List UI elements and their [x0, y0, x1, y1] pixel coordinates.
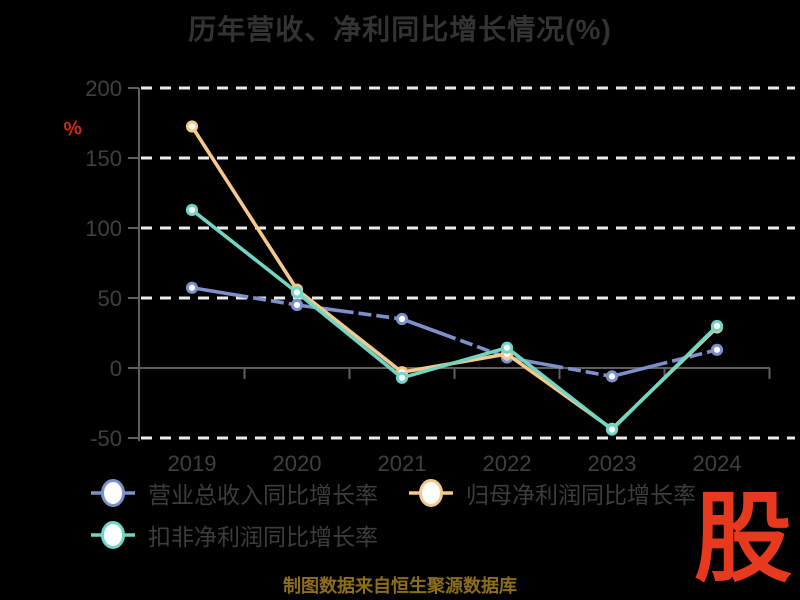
series-0-data-point — [395, 312, 409, 326]
legend-label-revenue: 营业总收入同比增长率 — [148, 482, 378, 508]
y-tick-label: 100 — [85, 216, 122, 241]
data-source-caption: 制图数据来自恒生聚源数据库 — [283, 576, 517, 596]
x-tick-label: 2024 — [693, 451, 742, 476]
legend-item-deducted-profit-growth: 扣非净利润同比增长率 — [88, 518, 378, 552]
series-2-line — [190, 208, 719, 432]
y-tick-label: 0 — [110, 356, 122, 381]
series-0-data-point — [710, 343, 724, 356]
series-1-line — [190, 125, 719, 431]
x-tick-label: 2019 — [168, 451, 217, 476]
series-2-data-point — [710, 319, 724, 333]
series-0-data-point — [185, 281, 199, 294]
site-logo: 股 — [694, 483, 793, 593]
y-tick-label: 200 — [85, 76, 122, 101]
legend-marker-net-profit-icon — [409, 479, 453, 507]
legend-item-revenue-growth: 营业总收入同比增长率 — [88, 476, 378, 510]
series-2-data-point — [290, 286, 304, 299]
series-2-data-point — [500, 341, 514, 354]
x-tick-label: 2023 — [588, 451, 637, 476]
legend-marker-deducted-profit-icon — [91, 521, 135, 549]
y-tick-label: -50 — [90, 426, 122, 451]
series-0-line — [191, 286, 298, 307]
series-2-data-point — [605, 423, 619, 436]
chart-title: 历年营收、净利同比增长情况(%) — [188, 14, 612, 45]
x-tick-label: 2022 — [483, 451, 532, 476]
series-2-data-point — [185, 203, 199, 217]
y-tick-label: 50 — [98, 286, 122, 311]
series-1-data-point — [185, 120, 199, 133]
legend-label-net-profit: 归母净利润同比增长率 — [466, 482, 696, 508]
x-tick-label: 2021 — [378, 451, 427, 476]
legend-label-deducted-profit: 扣非净利润同比增长率 — [148, 524, 378, 550]
series-0-data-point — [605, 370, 619, 383]
x-tick-label: 2020 — [273, 451, 322, 476]
series-0-line — [401, 317, 508, 360]
legend-item-net-profit-growth: 归母净利润同比增长率 — [406, 476, 696, 510]
series-0-data-point — [290, 298, 304, 312]
series-0-line — [611, 348, 718, 379]
series-2-data-point — [395, 371, 409, 384]
y-tick-label: 150 — [85, 146, 122, 171]
y-axis-unit-label: % — [62, 116, 84, 142]
legend-marker-revenue-icon — [91, 479, 135, 507]
